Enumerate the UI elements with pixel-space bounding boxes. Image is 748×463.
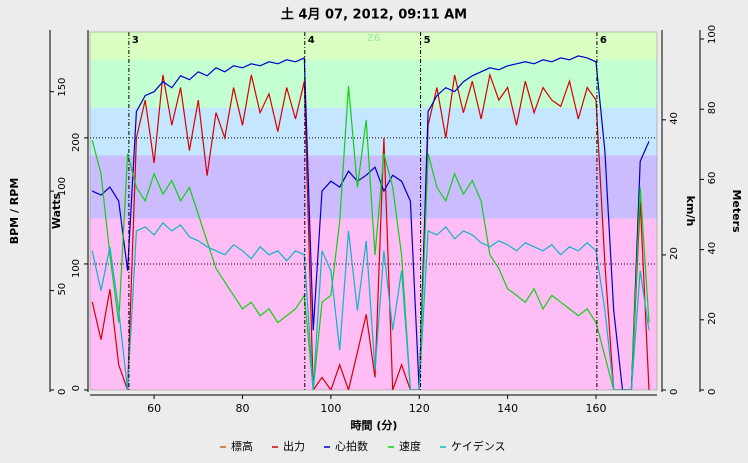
y-axis-title: km/h (684, 196, 697, 227)
y-tick-label: 80 (707, 101, 718, 114)
y-tick-label: 0 (57, 389, 68, 395)
zone-band (90, 107, 657, 156)
series-line (91, 55, 650, 390)
zone-label: Z6 (367, 33, 380, 44)
y-tick-label: 100 (57, 177, 68, 196)
x-tick-label: 120 (409, 402, 430, 415)
interval-label: 4 (308, 35, 315, 46)
plot-frame (89, 31, 658, 391)
y-tick-label: 40 (669, 112, 680, 125)
y-tick-label: 40 (707, 242, 718, 255)
y-tick-label: 150 (57, 78, 68, 97)
legend-label: 標高 (231, 439, 253, 453)
interval-label: 5 (424, 35, 431, 46)
chart-title: 土 4月 07, 2012, 09:11 AM (281, 7, 467, 23)
zone-band (90, 32, 657, 60)
legend-label: 出力 (283, 439, 305, 453)
y-tick-label: 0 (707, 389, 718, 395)
y-axis-title: Watts (50, 192, 63, 229)
y-tick-label: 0 (669, 389, 680, 395)
y-tick-label: 20 (669, 247, 680, 260)
x-axis-title: 時間 (分) (351, 418, 398, 432)
zone-band (90, 155, 657, 219)
y-axis-title: BPM / RPM (8, 178, 21, 245)
y-tick-label: 20 (707, 312, 718, 325)
series-line (91, 85, 650, 390)
y-tick-label: 100 (707, 25, 718, 44)
interval-label: 6 (600, 35, 607, 46)
interval-label: 3 (132, 35, 139, 46)
x-tick-label: 160 (586, 402, 607, 415)
y-tick-label: 60 (707, 172, 718, 185)
legend-label: 心拍数 (335, 439, 368, 453)
x-tick-label: 80 (235, 402, 249, 415)
y-tick-label: 50 (57, 283, 68, 296)
x-tick-label: 100 (320, 402, 341, 415)
y-tick-label: 0 (71, 385, 82, 391)
legend-label: ケイデンス (451, 439, 506, 453)
x-tick-label: 60 (147, 402, 161, 415)
series-line (91, 222, 650, 390)
x-tick-label: 140 (497, 402, 518, 415)
y-tick-label: 200 (71, 133, 82, 152)
y-axis-title: Meters (730, 189, 743, 233)
series-line (91, 72, 650, 390)
legend-label: 速度 (399, 439, 421, 453)
y-tick-label: 100 (71, 259, 82, 278)
